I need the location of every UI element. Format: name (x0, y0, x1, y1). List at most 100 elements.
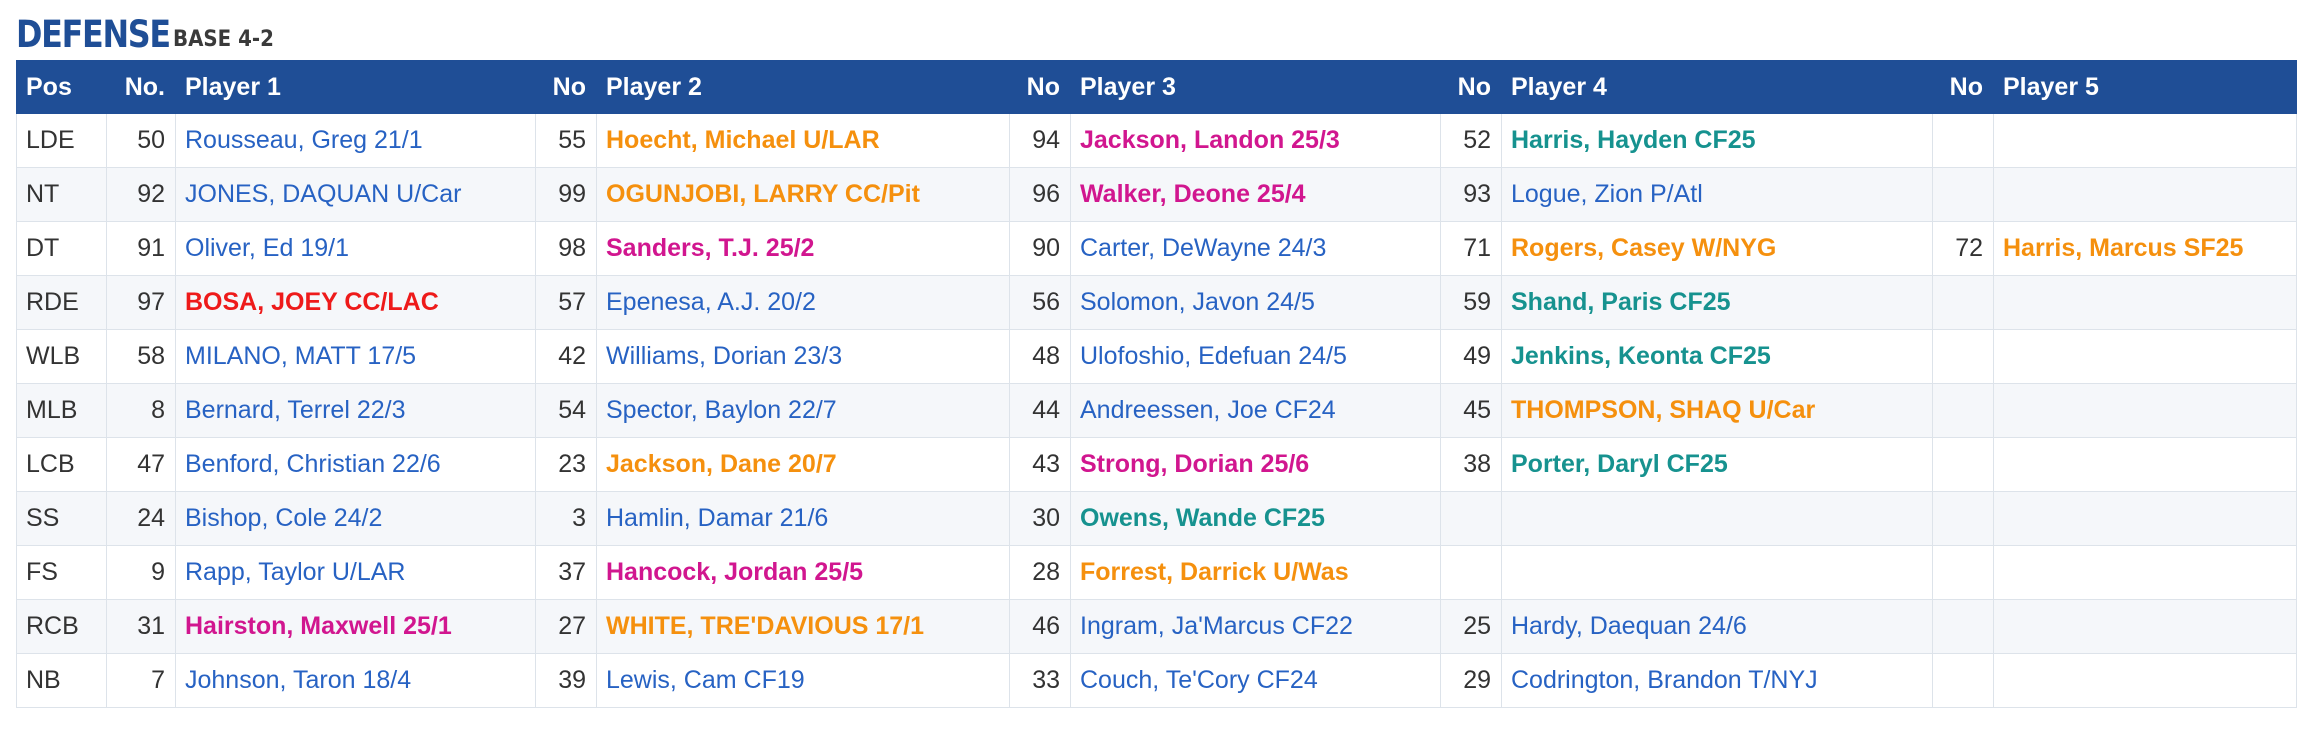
player-cell: Spector, Baylon 22/7 (596, 383, 1010, 438)
player-link[interactable]: Lewis, Cam CF19 (606, 666, 805, 694)
player-link[interactable]: Carter, DeWayne 24/3 (1080, 234, 1327, 262)
position-cell: RCB (16, 599, 107, 654)
player-cell: Rogers, Casey W/NYG (1501, 221, 1933, 276)
player-link[interactable]: Codrington, Brandon T/NYJ (1511, 666, 1818, 694)
jersey-number-cell: 92 (106, 167, 176, 222)
player-link[interactable]: Forrest, Darrick U/Was (1080, 558, 1349, 586)
player-cell: Forrest, Darrick U/Was (1070, 545, 1441, 600)
player-link[interactable]: Hoecht, Michael U/LAR (606, 126, 880, 154)
player-link[interactable]: JONES, DAQUAN U/Car (185, 180, 462, 208)
player-link[interactable]: Hardy, Daequan 24/6 (1511, 612, 1747, 640)
player-cell: Couch, Te'Cory CF24 (1070, 653, 1441, 708)
player-link[interactable]: Strong, Dorian 25/6 (1080, 450, 1310, 478)
jersey-number-cell: 7 (106, 653, 176, 708)
player-cell: WHITE, TRE'DAVIOUS 17/1 (596, 599, 1010, 654)
player-link[interactable]: Rapp, Taylor U/LAR (185, 558, 406, 586)
col-header-no: No (1009, 60, 1071, 114)
table-row: NT 92 JONES, DAQUAN U/Car 99 OGUNJOBI, LARRY… (16, 167, 2297, 222)
player-link[interactable]: Couch, Te'Cory CF24 (1080, 666, 1318, 694)
jersey-number-cell (1932, 599, 1994, 654)
player-cell: Solomon, Javon 24/5 (1070, 275, 1441, 330)
player-link[interactable]: Hancock, Jordan 25/5 (606, 558, 864, 586)
player-link[interactable]: WHITE, TRE'DAVIOUS 17/1 (606, 612, 925, 640)
jersey-number-cell: 30 (1009, 491, 1071, 546)
player-link[interactable]: Benford, Christian 22/6 (185, 450, 441, 478)
player-link[interactable]: THOMPSON, SHAQ U/Car (1511, 396, 1816, 424)
jersey-number-cell (1932, 491, 1994, 546)
table-row: FS 9 Rapp, Taylor U/LAR 37 Hancock, Jordan 2… (16, 545, 2297, 600)
jersey-number-cell: 45 (1440, 383, 1502, 438)
jersey-number-cell: 23 (535, 437, 597, 492)
table-row: RDE 97 BOSA, JOEY CC/LAC 57 Epenesa, A.J. 20… (16, 275, 2297, 330)
player-link[interactable]: Ingram, Ja'Marcus CF22 (1080, 612, 1353, 640)
player-link[interactable]: Rogers, Casey W/NYG (1511, 234, 1777, 262)
col-header-player-3: Player 3 (1070, 60, 1441, 114)
jersey-number-cell (1932, 113, 1994, 168)
player-link[interactable]: Williams, Dorian 23/3 (606, 342, 843, 370)
jersey-number-cell: 59 (1440, 275, 1502, 330)
player-cell (1993, 167, 2297, 222)
jersey-number-cell: 72 (1932, 221, 1994, 276)
player-cell: Epenesa, A.J. 20/2 (596, 275, 1010, 330)
jersey-number-cell: 44 (1009, 383, 1071, 438)
col-header-player-1: Player 1 (175, 60, 536, 114)
player-link[interactable]: Porter, Daryl CF25 (1511, 450, 1728, 478)
player-link[interactable]: MILANO, MATT 17/5 (185, 342, 417, 370)
player-link[interactable]: Oliver, Ed 19/1 (185, 234, 349, 262)
player-link[interactable]: Bishop, Cole 24/2 (185, 504, 383, 532)
col-header-no: No (1440, 60, 1502, 114)
jersey-number-cell: 29 (1440, 653, 1502, 708)
player-cell: Codrington, Brandon T/NYJ (1501, 653, 1933, 708)
player-link[interactable]: Harris, Marcus SF25 (2003, 234, 2244, 262)
player-link[interactable]: Jackson, Landon 25/3 (1080, 126, 1340, 154)
jersey-number-cell: 55 (535, 113, 597, 168)
player-link[interactable]: Logue, Zion P/Atl (1511, 180, 1703, 208)
player-link[interactable]: Walker, Deone 25/4 (1080, 180, 1306, 208)
table-row: RCB 31 Hairston, Maxwell 25/1 27 WHITE, TRE'… (16, 599, 2297, 654)
col-header-player-4: Player 4 (1501, 60, 1933, 114)
jersey-number-cell: 49 (1440, 329, 1502, 384)
player-cell (1993, 653, 2297, 708)
player-link[interactable]: Bernard, Terrel 22/3 (185, 396, 406, 424)
player-cell (1993, 383, 2297, 438)
player-link[interactable]: Rousseau, Greg 21/1 (185, 126, 423, 154)
player-link[interactable]: Jackson, Dane 20/7 (606, 450, 837, 478)
player-link[interactable]: Hamlin, Damar 21/6 (606, 504, 829, 532)
player-cell: Jackson, Landon 25/3 (1070, 113, 1441, 168)
player-link[interactable]: BOSA, JOEY CC/LAC (185, 288, 439, 316)
col-header-pos: Pos (16, 60, 107, 114)
jersey-number-cell: 37 (535, 545, 597, 600)
player-link[interactable]: Shand, Paris CF25 (1511, 288, 1731, 316)
col-header-no: No (535, 60, 597, 114)
depth-chart-table: Pos No. Player 1 No Player 2 No Player 3… (16, 60, 2297, 708)
jersey-number-cell: 56 (1009, 275, 1071, 330)
player-link[interactable]: Solomon, Javon 24/5 (1080, 288, 1315, 316)
player-cell (1993, 545, 2297, 600)
jersey-number-cell: 97 (106, 275, 176, 330)
player-link[interactable]: Jenkins, Keonta CF25 (1511, 342, 1771, 370)
col-header-player-5: Player 5 (1993, 60, 2297, 114)
player-cell: Andreessen, Joe CF24 (1070, 383, 1441, 438)
player-cell: Hancock, Jordan 25/5 (596, 545, 1010, 600)
player-link[interactable]: Spector, Baylon 22/7 (606, 396, 837, 424)
player-link[interactable]: Hairston, Maxwell 25/1 (185, 612, 452, 640)
jersey-number-cell: 8 (106, 383, 176, 438)
position-cell: SS (16, 491, 107, 546)
player-link[interactable]: Sanders, T.J. 25/2 (606, 234, 815, 262)
position-cell: LCB (16, 437, 107, 492)
table-row: DT 91 Oliver, Ed 19/1 98 Sanders, T.J. 25/2 9… (16, 221, 2297, 276)
jersey-number-cell (1440, 545, 1502, 600)
player-cell: Logue, Zion P/Atl (1501, 167, 1933, 222)
player-link[interactable]: Andreessen, Joe CF24 (1080, 396, 1336, 424)
player-link[interactable]: OGUNJOBI, LARRY CC/Pit (606, 180, 920, 208)
player-link[interactable]: Owens, Wande CF25 (1080, 504, 1325, 532)
player-link[interactable]: Ulofoshio, Edefuan 24/5 (1080, 342, 1347, 370)
player-link[interactable]: Johnson, Taron 18/4 (185, 666, 412, 694)
jersey-number-cell (1932, 329, 1994, 384)
jersey-number-cell: 27 (535, 599, 597, 654)
player-cell: BOSA, JOEY CC/LAC (175, 275, 536, 330)
player-cell: Bishop, Cole 24/2 (175, 491, 536, 546)
player-link[interactable]: Epenesa, A.J. 20/2 (606, 288, 816, 316)
player-link[interactable]: Harris, Hayden CF25 (1511, 126, 1756, 154)
player-cell: Strong, Dorian 25/6 (1070, 437, 1441, 492)
